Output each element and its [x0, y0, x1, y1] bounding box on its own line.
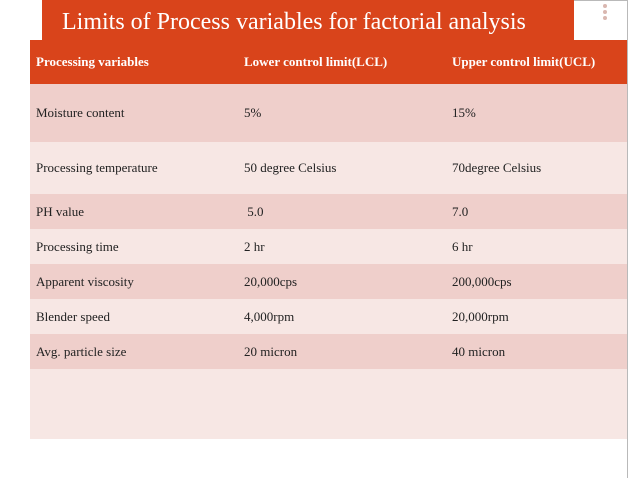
table-row: Processing temperature 50 degree Celsius… — [30, 142, 627, 194]
table-row — [30, 369, 627, 439]
variable-text: Moisture content — [36, 105, 125, 120]
lcl-cell: 4,000rpm — [238, 299, 446, 334]
table-row: Blender speed 4,000rpm 20,000rpm — [30, 299, 627, 334]
lcl-cell: 20,000cps — [238, 264, 446, 299]
decorative-dots — [603, 4, 607, 20]
variable-cell — [30, 369, 238, 439]
table-row: Apparent viscosity 20,000cps 200,000cps — [30, 264, 627, 299]
table-row: Processing time 2 hr 6 hr — [30, 229, 627, 264]
ucl-cell: 6 hr — [446, 229, 627, 264]
ucl-cell: 40 micron — [446, 334, 627, 369]
variable-cell: Processing time — [30, 229, 238, 264]
variable-cell: Apparent viscosity — [30, 264, 238, 299]
table-row: PH value 5.0 7.0 — [30, 194, 627, 229]
header-processing-variables: Processing variables — [30, 40, 238, 84]
table-row: Moisture content 5% 15% — [30, 84, 627, 142]
lcl-cell: 2 hr — [238, 229, 446, 264]
table-row: Avg. particle size 20 micron 40 micron — [30, 334, 627, 369]
variable-cell: Moisture content — [30, 84, 238, 142]
header-lcl: Lower control limit(LCL) — [238, 40, 446, 84]
variable-cell: Processing temperature — [30, 142, 238, 194]
ucl-cell: 7.0 — [446, 194, 627, 229]
header-ucl: Upper control limit(UCL) — [446, 40, 627, 84]
top-border-line — [574, 0, 627, 1]
variable-cell: Blender speed — [30, 299, 238, 334]
lcl-cell: 20 micron — [238, 334, 446, 369]
ucl-cell: 20,000rpm — [446, 299, 627, 334]
ucl-cell — [446, 369, 627, 439]
variable-cell: Avg. particle size — [30, 334, 238, 369]
table-header-row: Processing variables Lower control limit… — [30, 40, 627, 84]
ucl-cell: 15% — [446, 84, 627, 142]
slide-title: Limits of Process variables for factoria… — [42, 0, 574, 44]
lcl-cell — [238, 369, 446, 439]
right-border-line — [627, 0, 628, 478]
limits-table: Processing variables Lower control limit… — [30, 40, 627, 439]
ucl-cell: 200,000cps — [446, 264, 627, 299]
variable-cell: PH value — [30, 194, 238, 229]
lcl-cell: 50 degree Celsius — [238, 142, 446, 194]
lcl-cell: 5.0 — [238, 194, 446, 229]
lcl-cell: 5% — [238, 84, 446, 142]
ucl-cell: 70degree Celsius — [446, 142, 627, 194]
